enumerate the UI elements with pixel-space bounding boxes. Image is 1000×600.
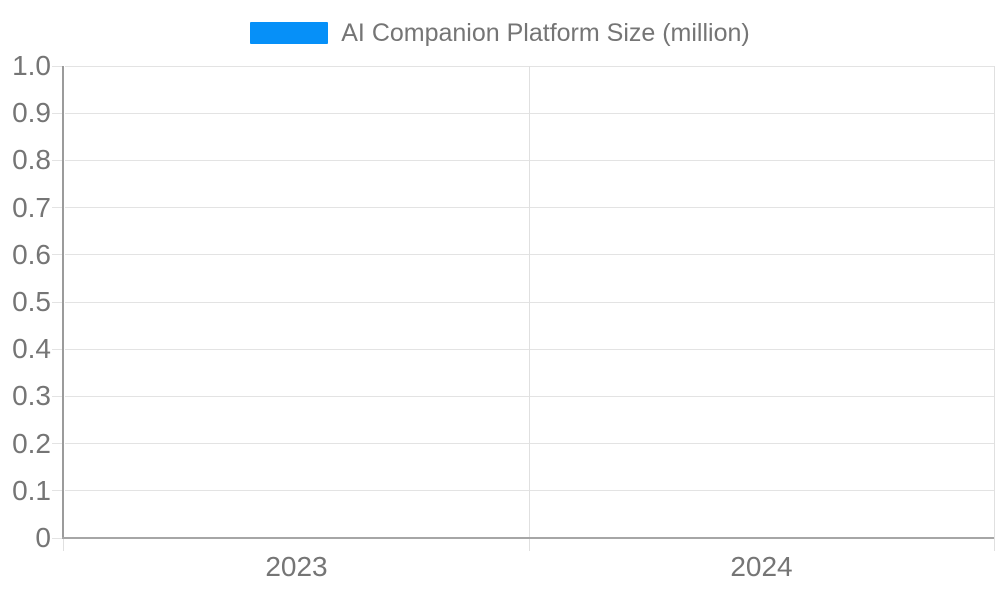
y-tick-mark: [52, 112, 64, 114]
y-axis-tick-label: 0.1: [12, 474, 51, 506]
x-axis-tick-label: 2023: [265, 551, 328, 582]
y-tick-mark: [52, 159, 64, 161]
x-axis-tick-label: 2024: [730, 551, 793, 582]
gridline-horizontal: [65, 301, 994, 303]
y-tick-mark: [52, 301, 64, 303]
gridline-vertical: [993, 66, 995, 551]
legend: AI Companion Platform Size (million): [0, 20, 1000, 46]
y-axis-tick-label: 0: [35, 522, 51, 553]
y-axis-tick-label: 0.9: [12, 97, 51, 129]
y-tick-mark: [52, 443, 64, 445]
y-axis-tick-label: 0.5: [12, 286, 51, 317]
legend-label: AI Companion Platform Size (million): [341, 19, 750, 47]
gridline-horizontal: [65, 443, 994, 445]
y-tick-mark: [52, 348, 64, 350]
y-tick-mark: [52, 207, 64, 209]
gridline-horizontal: [65, 159, 994, 161]
gridline-horizontal: [65, 65, 994, 67]
y-tick-mark: [52, 395, 64, 397]
gridline-horizontal: [65, 112, 994, 114]
y-tick-mark: [52, 490, 64, 492]
y-tick-mark: [52, 65, 64, 67]
gridline-horizontal: [65, 348, 994, 350]
x-tick-mark-left: [63, 538, 64, 551]
gridline-horizontal: [65, 490, 994, 492]
gridline-horizontal: [65, 395, 994, 397]
y-axis-tick-label: 0.3: [12, 380, 51, 412]
gridline-horizontal: [65, 254, 994, 256]
legend-swatch: [250, 22, 329, 44]
y-tick-mark: [52, 254, 64, 256]
y-axis-tick-label: 1.0: [12, 50, 51, 81]
y-axis-tick-label: 0.4: [12, 333, 51, 365]
gridline-horizontal: [65, 207, 994, 209]
y-axis-tick-label: 0.8: [12, 144, 51, 176]
y-axis-tick-label: 0.2: [12, 427, 51, 459]
gridline-vertical: [528, 66, 530, 551]
y-axis-tick-label: 0.7: [12, 191, 51, 223]
y-axis-tick-label: 0.6: [12, 238, 51, 270]
x-axis-line: [62, 537, 994, 539]
y-tick-mark: [52, 537, 64, 539]
legend-item[interactable]: AI Companion Platform Size (million): [250, 19, 750, 47]
y-axis-line: [62, 66, 64, 538]
